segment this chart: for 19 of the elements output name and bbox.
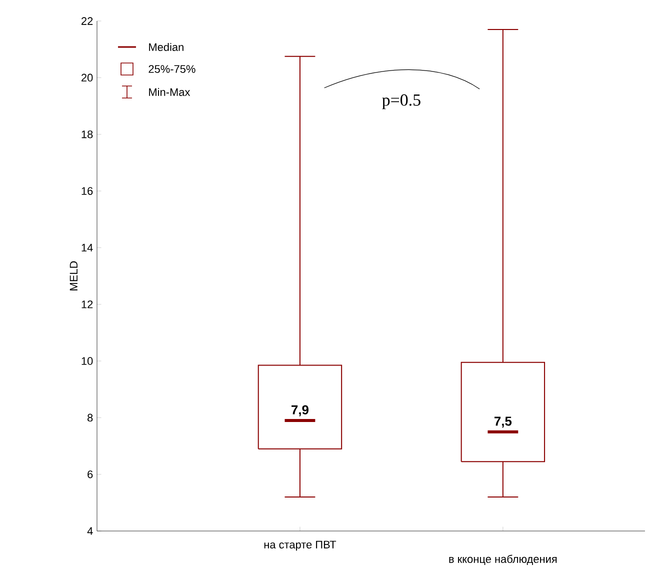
text: 7,9 [292,405,308,416]
annotation: 25%-75% [148,65,196,73]
y-tick-label: 22 [82,17,93,25]
y-tick-label: 4 [87,527,93,535]
annotation: p=0.5 [382,94,420,110]
text: 7,5 [494,416,512,428]
y-tick-label: 6 [88,470,93,478]
annotation: Min-Max [149,88,190,96]
y-tick-label: 20 [82,74,93,82]
annotation: Median [149,42,184,52]
x-tick-label: в кконце наблюдения [449,554,557,566]
y-tick-label: 16 [82,187,93,195]
y-tick-label: 8 [88,414,93,422]
y-tick-label: 10 [82,357,93,365]
y-tick-label: 12 [82,300,93,308]
y-axis-title: MELD [70,261,78,290]
x-tick-label: на старте ПВТ [264,540,336,551]
y-tick-label: 14 [82,244,93,252]
y-tick-label: 18 [82,130,93,138]
